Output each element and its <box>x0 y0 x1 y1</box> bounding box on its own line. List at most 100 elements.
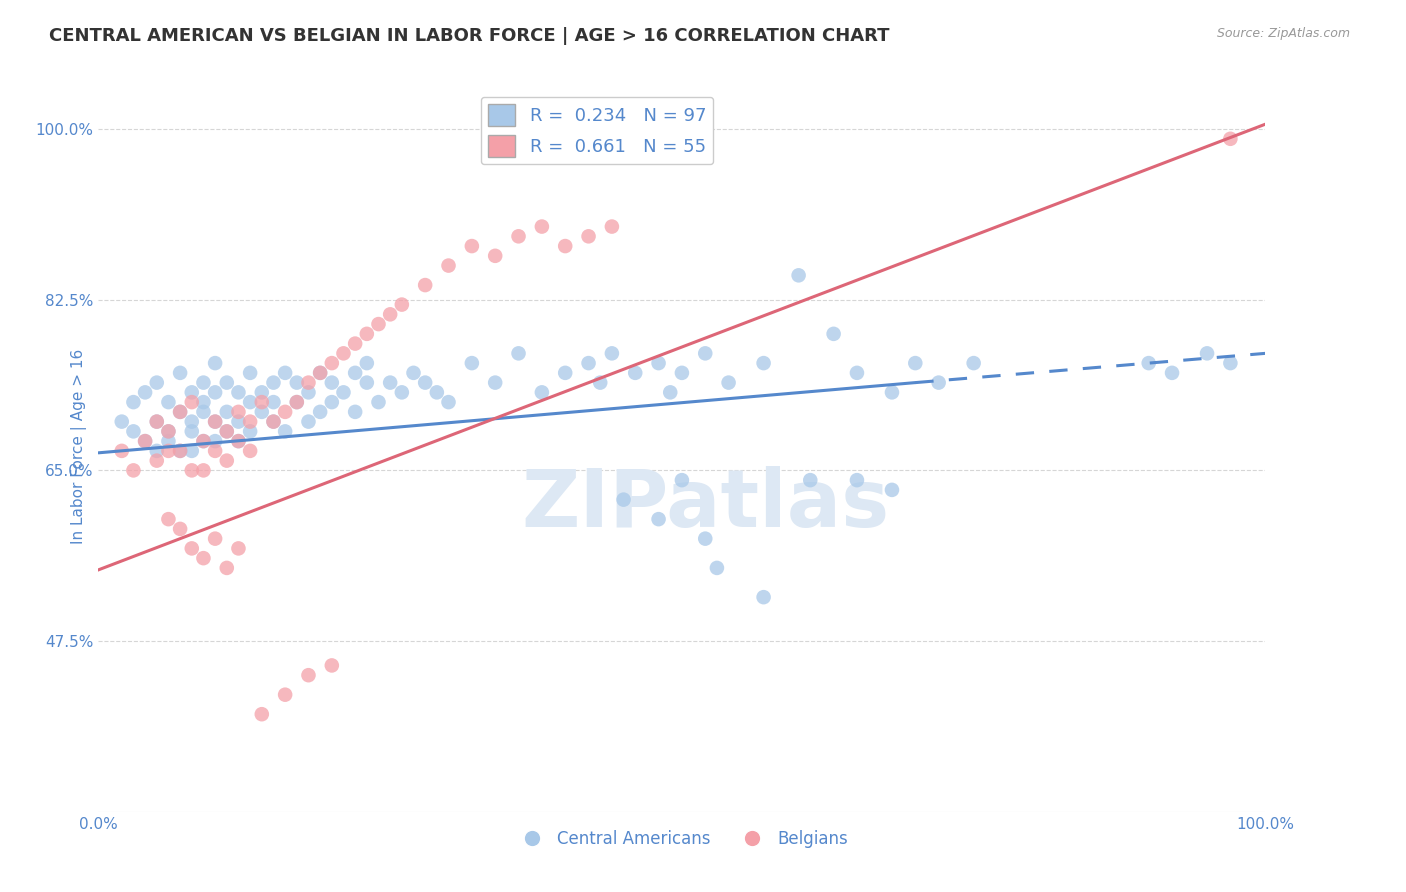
Point <box>146 443 169 458</box>
Point <box>647 512 669 526</box>
Point <box>285 395 308 409</box>
Point <box>659 385 682 400</box>
Point <box>180 425 202 439</box>
Point <box>484 249 506 263</box>
Point <box>193 551 215 566</box>
Point <box>846 473 869 487</box>
Point <box>647 356 669 370</box>
Point <box>321 658 343 673</box>
Point <box>356 376 378 390</box>
Point <box>904 356 927 370</box>
Point <box>146 453 169 467</box>
Point <box>169 443 191 458</box>
Point <box>180 395 202 409</box>
Point <box>262 415 284 429</box>
Point <box>204 532 226 546</box>
Point <box>880 483 903 497</box>
Point <box>134 385 156 400</box>
Point <box>193 463 215 477</box>
Point <box>134 434 156 449</box>
Point <box>367 317 389 331</box>
Y-axis label: In Labor Force | Age > 16: In Labor Force | Age > 16 <box>72 349 87 543</box>
Point <box>508 346 530 360</box>
Point <box>204 415 226 429</box>
Point <box>215 453 238 467</box>
Point <box>962 356 984 370</box>
Point <box>180 415 202 429</box>
Point <box>239 415 262 429</box>
Point <box>262 376 284 390</box>
Point <box>356 356 378 370</box>
Point <box>799 473 821 487</box>
Point <box>215 561 238 575</box>
Point <box>204 443 226 458</box>
Point <box>344 336 367 351</box>
Point <box>380 376 402 390</box>
Point <box>880 385 903 400</box>
Point <box>193 395 215 409</box>
Point <box>274 688 297 702</box>
Point <box>437 395 460 409</box>
Point <box>228 434 250 449</box>
Point <box>169 405 191 419</box>
Point <box>285 395 308 409</box>
Point <box>239 443 262 458</box>
Point <box>297 385 319 400</box>
Point <box>204 356 226 370</box>
Point <box>402 366 425 380</box>
Point <box>1137 356 1160 370</box>
Point <box>391 385 413 400</box>
Text: Source: ZipAtlas.com: Source: ZipAtlas.com <box>1216 27 1350 40</box>
Point <box>1219 132 1241 146</box>
Point <box>530 385 553 400</box>
Point <box>180 541 202 556</box>
Point <box>228 385 250 400</box>
Point <box>928 376 950 390</box>
Point <box>380 307 402 321</box>
Point <box>157 395 180 409</box>
Point <box>239 395 262 409</box>
Point <box>671 366 693 380</box>
Point <box>600 219 623 234</box>
Point <box>717 376 740 390</box>
Point <box>146 376 169 390</box>
Point <box>846 366 869 380</box>
Point <box>215 425 238 439</box>
Point <box>239 366 262 380</box>
Point <box>695 346 717 360</box>
Point <box>578 356 600 370</box>
Point <box>169 522 191 536</box>
Point <box>169 366 191 380</box>
Point <box>426 385 449 400</box>
Point <box>1219 356 1241 370</box>
Point <box>122 395 145 409</box>
Point <box>695 532 717 546</box>
Point <box>356 326 378 341</box>
Point <box>367 395 389 409</box>
Point <box>344 366 367 380</box>
Point <box>413 376 436 390</box>
Point <box>169 405 191 419</box>
Point <box>484 376 506 390</box>
Point <box>321 376 343 390</box>
Text: ZIPatlas: ZIPatlas <box>522 466 890 543</box>
Point <box>111 443 134 458</box>
Point <box>157 443 180 458</box>
Point <box>146 415 169 429</box>
Point <box>111 415 134 429</box>
Point <box>157 425 180 439</box>
Point <box>228 541 250 556</box>
Point <box>413 278 436 293</box>
Point <box>613 492 636 507</box>
Point <box>134 434 156 449</box>
Point <box>250 385 273 400</box>
Point <box>297 415 319 429</box>
Point <box>157 512 180 526</box>
Point <box>228 405 250 419</box>
Point <box>146 415 169 429</box>
Point <box>461 356 484 370</box>
Point <box>671 473 693 487</box>
Point <box>706 561 728 575</box>
Point <box>193 376 215 390</box>
Point <box>215 425 238 439</box>
